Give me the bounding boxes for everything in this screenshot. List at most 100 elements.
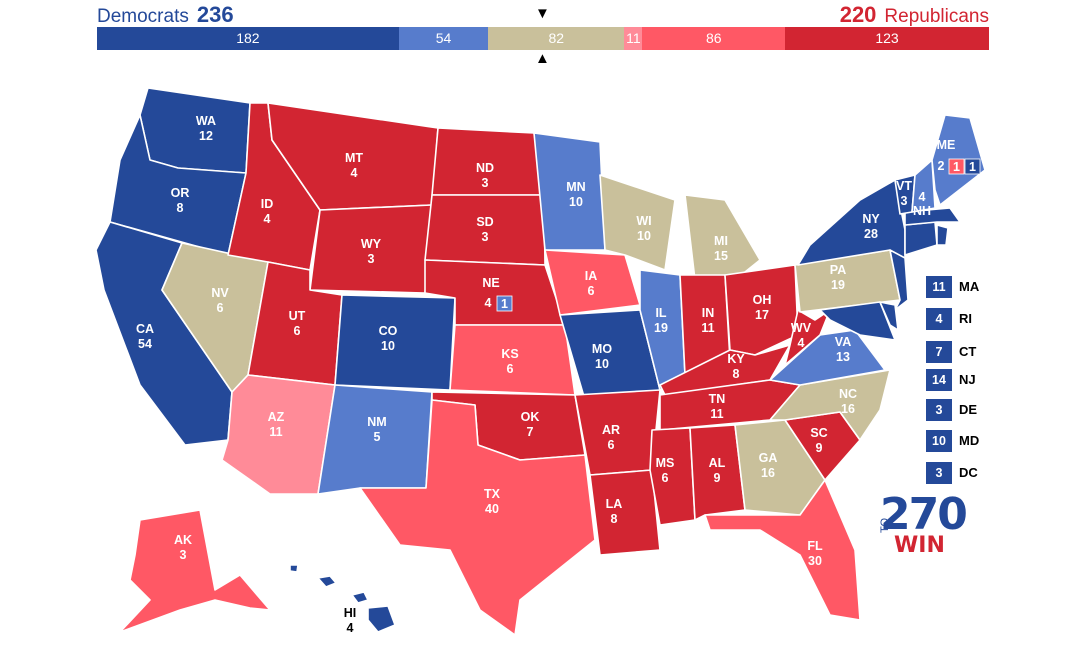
logo-to: TO — [879, 517, 891, 533]
state-wi[interactable] — [599, 174, 676, 271]
label-pa-ev: 19 — [831, 278, 845, 292]
small-state-de-label: DE — [959, 402, 978, 417]
state-mi[interactable] — [684, 194, 761, 281]
label-tx: TX — [484, 487, 501, 501]
label-ky-ev: 8 — [733, 367, 740, 381]
label-co-ev: 10 — [381, 339, 395, 353]
me-district-dem-box[interactable] — [964, 158, 981, 175]
label-wi-ev: 10 — [637, 229, 651, 243]
label-ks-ev: 6 — [507, 362, 514, 376]
label-va: VA — [835, 335, 851, 349]
state-ma[interactable] — [904, 207, 961, 226]
state-ct[interactable] — [904, 221, 938, 256]
state-ak[interactable] — [119, 509, 271, 633]
label-nc-ev: 16 — [841, 402, 855, 416]
state-labels: WA 12 OR 8 CA 54 NV 6 ID 4 MT 4 WY 3 UT … — [136, 114, 955, 635]
label-ca-ev: 54 — [138, 337, 152, 351]
label-ak: AK — [174, 533, 192, 547]
label-fl-ev: 30 — [808, 554, 822, 568]
label-wy: WY — [361, 237, 382, 251]
bar-segment-lean-rep[interactable]: 11 — [624, 27, 643, 50]
label-va-ev: 13 — [836, 350, 850, 364]
label-wa: WA — [196, 114, 216, 128]
label-or: OR — [171, 186, 190, 200]
state-al[interactable] — [689, 424, 746, 521]
ne-district-box[interactable] — [496, 295, 513, 312]
state-nh[interactable] — [911, 159, 936, 213]
republicans-count: 220 — [839, 2, 877, 27]
label-ga-ev: 16 — [761, 466, 775, 480]
label-az: AZ — [268, 410, 285, 424]
label-ut-ev: 6 — [294, 324, 301, 338]
270towin-logo[interactable]: 270 TO WIN — [879, 493, 968, 557]
label-wv-ev: 4 — [798, 336, 805, 350]
state-ri[interactable] — [936, 224, 949, 246]
state-wa[interactable] — [139, 87, 251, 174]
small-state-dc-box[interactable]: 3 — [926, 462, 952, 484]
label-tx-ev: 40 — [485, 502, 499, 516]
label-ut: UT — [289, 309, 306, 323]
label-wv: WV — [791, 321, 812, 335]
label-nh: NH — [913, 204, 931, 218]
label-ny-ev: 28 — [864, 227, 878, 241]
label-mn: MN — [566, 180, 585, 194]
state-ms[interactable] — [649, 427, 696, 526]
small-state-de-box[interactable]: 3 — [926, 399, 952, 421]
label-mi-ev: 15 — [714, 249, 728, 263]
bar-segment-safe-dem[interactable]: 182 — [97, 27, 399, 50]
label-ok-ev: 7 — [527, 425, 534, 439]
republicans-label: Republicans — [884, 6, 989, 27]
label-ks: KS — [501, 347, 518, 361]
me-district-rep-ev: 1 — [953, 160, 960, 174]
small-state-nj-box[interactable]: 14 — [926, 369, 952, 391]
midpoint-marker-top-icon: ▼ — [535, 5, 550, 22]
label-al: AL — [709, 456, 726, 470]
small-state-ma-box[interactable]: 11 — [926, 276, 952, 298]
state-de[interactable] — [879, 301, 899, 331]
state-co[interactable] — [334, 294, 456, 391]
label-il: IL — [655, 306, 666, 320]
bar-segment-safe-rep[interactable]: 123 — [785, 27, 989, 50]
label-id-ev: 4 — [264, 212, 271, 226]
label-nh-ev: 4 — [919, 190, 926, 204]
label-or-ev: 8 — [177, 201, 184, 215]
label-ms: MS — [656, 456, 675, 470]
label-al-ev: 9 — [714, 471, 721, 485]
label-nd: ND — [476, 161, 494, 175]
label-ny: NY — [862, 212, 880, 226]
small-state-ct-box[interactable]: 7 — [926, 341, 952, 363]
label-nc: NC — [839, 387, 857, 401]
label-ak-ev: 3 — [180, 548, 187, 562]
header: Democrats 236 220 Republicans — [97, 0, 989, 28]
bar-segment-likely-rep[interactable]: 86 — [642, 27, 786, 50]
label-vt-ev: 3 — [901, 194, 908, 208]
label-me: ME — [937, 138, 956, 152]
small-state-ri-box[interactable]: 4 — [926, 308, 952, 330]
label-hi: HI — [344, 606, 357, 620]
bar-segment-likely-dem[interactable]: 54 — [398, 27, 489, 50]
me-district-rep-box[interactable] — [948, 158, 965, 175]
label-nd-ev: 3 — [482, 176, 489, 190]
small-state-md-box[interactable]: 10 — [926, 430, 952, 452]
democrats-total: Democrats 236 — [97, 2, 234, 28]
label-la-ev: 8 — [611, 512, 618, 526]
label-in-ev: 11 — [701, 321, 714, 335]
label-nm: NM — [367, 415, 386, 429]
label-ne-ev: 4 — [485, 296, 492, 310]
me-district-dem-ev: 1 — [969, 160, 976, 174]
state-tx[interactable] — [359, 399, 596, 636]
electoral-vote-bar: 182 54 82 11 86 123 — [97, 27, 989, 50]
label-oh: OH — [753, 293, 772, 307]
label-mt-ev: 4 — [351, 166, 358, 180]
bar-segment-tossup[interactable]: 82 — [488, 27, 625, 50]
label-ne: NE — [482, 276, 499, 290]
state-md[interactable] — [819, 301, 896, 341]
label-me-ev: 2 — [938, 159, 945, 173]
state-oh[interactable] — [724, 264, 799, 356]
state-la[interactable] — [589, 469, 661, 556]
midpoint-marker-bottom-icon: ▲ — [535, 50, 550, 67]
state-fl[interactable] — [704, 479, 861, 621]
label-nm-ev: 5 — [374, 430, 381, 444]
state-nj[interactable] — [889, 249, 909, 311]
state-hi[interactable] — [289, 564, 396, 633]
